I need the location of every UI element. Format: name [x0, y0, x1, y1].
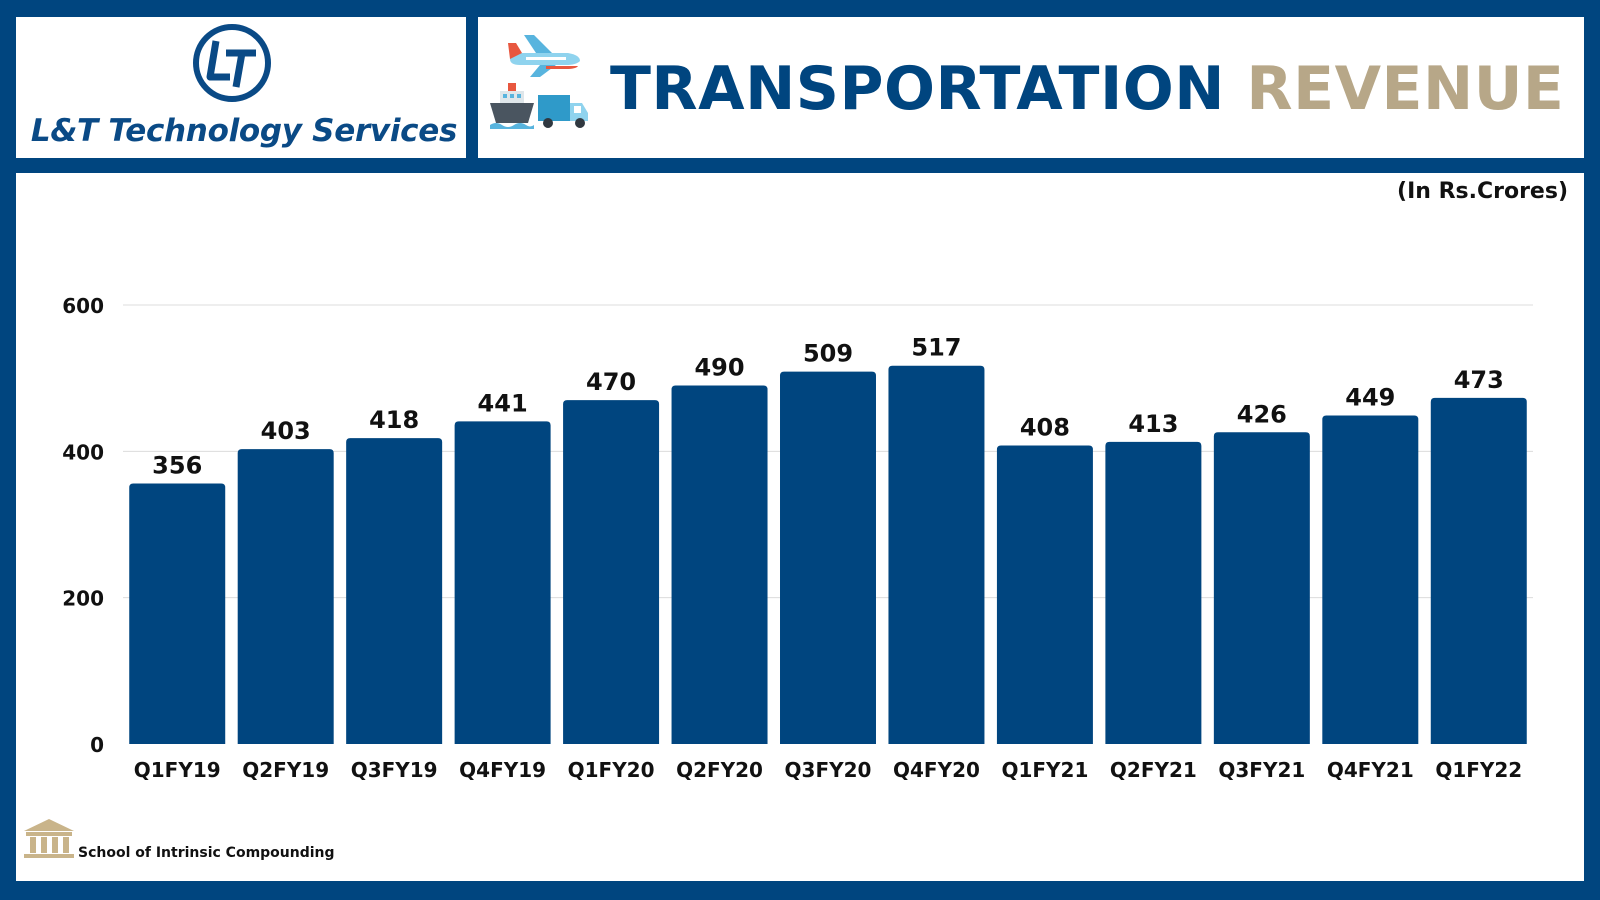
logo-panel: L&T Technology Services — [16, 17, 466, 158]
data-label: 356 — [152, 452, 202, 480]
x-tick-label: Q3FY19 — [351, 758, 438, 782]
x-tick-label: Q1FY19 — [134, 758, 221, 782]
x-tick-label: Q4FY20 — [893, 758, 980, 782]
y-tick-label: 400 — [62, 440, 104, 464]
x-tick-label: Q4FY21 — [1327, 758, 1414, 782]
airplane-icon — [508, 35, 580, 77]
x-tick-label: Q3FY21 — [1218, 758, 1305, 782]
unit-label: (In Rs.Crores) — [1397, 179, 1568, 204]
bar — [129, 483, 226, 744]
bar — [1105, 441, 1202, 744]
bar — [237, 449, 334, 744]
bar — [563, 400, 660, 744]
x-tick-label: Q2FY19 — [242, 758, 329, 782]
company-name: L&T Technology Services — [30, 113, 458, 149]
x-tick-label: Q2FY20 — [676, 758, 763, 782]
chart-panel: (In Rs.Crores) 0 200 400 600 356 Q1FY19 403 Q2F… — [16, 173, 1584, 881]
data-label: 517 — [911, 334, 961, 362]
bar — [346, 438, 443, 744]
bar — [454, 421, 551, 744]
data-label: 470 — [586, 368, 636, 396]
building-icon — [24, 819, 74, 858]
y-tick-label: 200 — [62, 587, 104, 611]
footer-credit: School of Intrinsic Compounding — [78, 845, 335, 861]
data-label: 426 — [1237, 400, 1287, 428]
data-label: 473 — [1454, 366, 1504, 394]
title-part2: REVENUE — [1246, 54, 1565, 124]
data-label: 418 — [369, 406, 419, 434]
data-label: 441 — [478, 389, 528, 417]
bar — [671, 385, 768, 744]
bar — [780, 371, 876, 744]
x-tick-label: Q1FY20 — [568, 758, 655, 782]
data-label: 413 — [1128, 410, 1178, 438]
truck-icon — [538, 95, 588, 128]
y-tick-label: 0 — [90, 733, 104, 757]
bar — [1322, 415, 1419, 744]
data-label: 449 — [1345, 383, 1395, 411]
x-tick-label: Q2FY21 — [1110, 758, 1197, 782]
page-title: TRANSPORTATION REVENUE — [610, 51, 1564, 127]
data-label: 490 — [694, 353, 744, 381]
bar — [996, 445, 1093, 744]
title-panel: TRANSPORTATION REVENUE — [478, 17, 1584, 158]
bar — [1430, 397, 1527, 744]
ship-icon — [490, 83, 534, 129]
bar — [888, 365, 985, 744]
bar — [1213, 432, 1310, 744]
bar-chart: 0 200 400 600 356 Q1FY19 403 Q2FY19 418 Q3FY19 441… — [62, 294, 1533, 782]
title-part1: TRANSPORTATION — [610, 54, 1225, 124]
x-tick-label: Q1FY21 — [1001, 758, 1088, 782]
data-label: 403 — [261, 417, 311, 445]
x-tick-label: Q3FY20 — [785, 758, 872, 782]
lt-logo-icon — [193, 24, 271, 102]
data-label: 509 — [803, 340, 853, 368]
data-label: 408 — [1020, 413, 1070, 441]
y-tick-label: 600 — [62, 294, 104, 318]
x-tick-label: Q1FY22 — [1435, 758, 1522, 782]
x-tick-label: Q4FY19 — [459, 758, 546, 782]
